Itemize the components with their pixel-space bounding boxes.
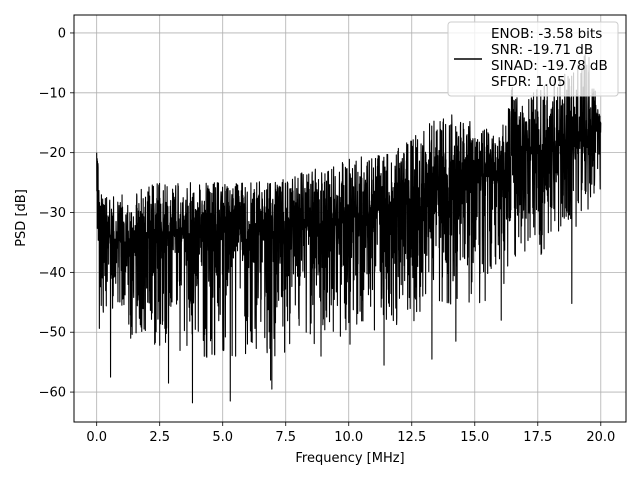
y-tick-label: −40 [39,266,66,281]
legend-sfdr: SFDR: 1.05 [491,74,566,90]
legend-snr: SNR: -19.71 dB [491,42,593,58]
x-tick-label: 0.0 [86,430,107,445]
x-tick-label: 5.0 [212,430,233,445]
psd-series-line [96,53,602,404]
legend-enob: ENOB: -3.58 bits [491,26,602,42]
y-axis: 0 −10 −20 −30 −40 −50 −60 [39,26,74,401]
series-group [96,53,602,404]
x-tick-label: 10.0 [334,430,363,445]
y-axis-label: PSD [dB] [14,189,29,247]
legend: ENOB: -3.58 bits SNR: -19.71 dB SINAD: -… [447,21,619,97]
y-tick-label: −10 [39,86,66,101]
y-tick-label: 0 [58,26,66,41]
x-tick-label: 20.0 [586,430,615,445]
x-tick-label: 15.0 [460,430,489,445]
x-axis: 0.0 2.5 5.0 7.5 10.0 12.5 15.0 17.5 20.0 [86,422,615,445]
legend-sinad: SINAD: -19.78 dB [491,58,608,74]
x-tick-label: 2.5 [149,430,170,445]
y-tick-label: −30 [39,206,66,221]
y-tick-label: −50 [39,326,66,341]
y-tick-label: −20 [39,146,66,161]
legend-box [447,21,619,97]
y-tick-label: −60 [39,386,66,401]
x-tick-label: 17.5 [523,430,552,445]
x-tick-label: 12.5 [397,430,426,445]
x-tick-label: 7.5 [275,430,296,445]
plot-frame [73,14,627,423]
x-axis-label: Frequency [MHz] [295,451,404,466]
